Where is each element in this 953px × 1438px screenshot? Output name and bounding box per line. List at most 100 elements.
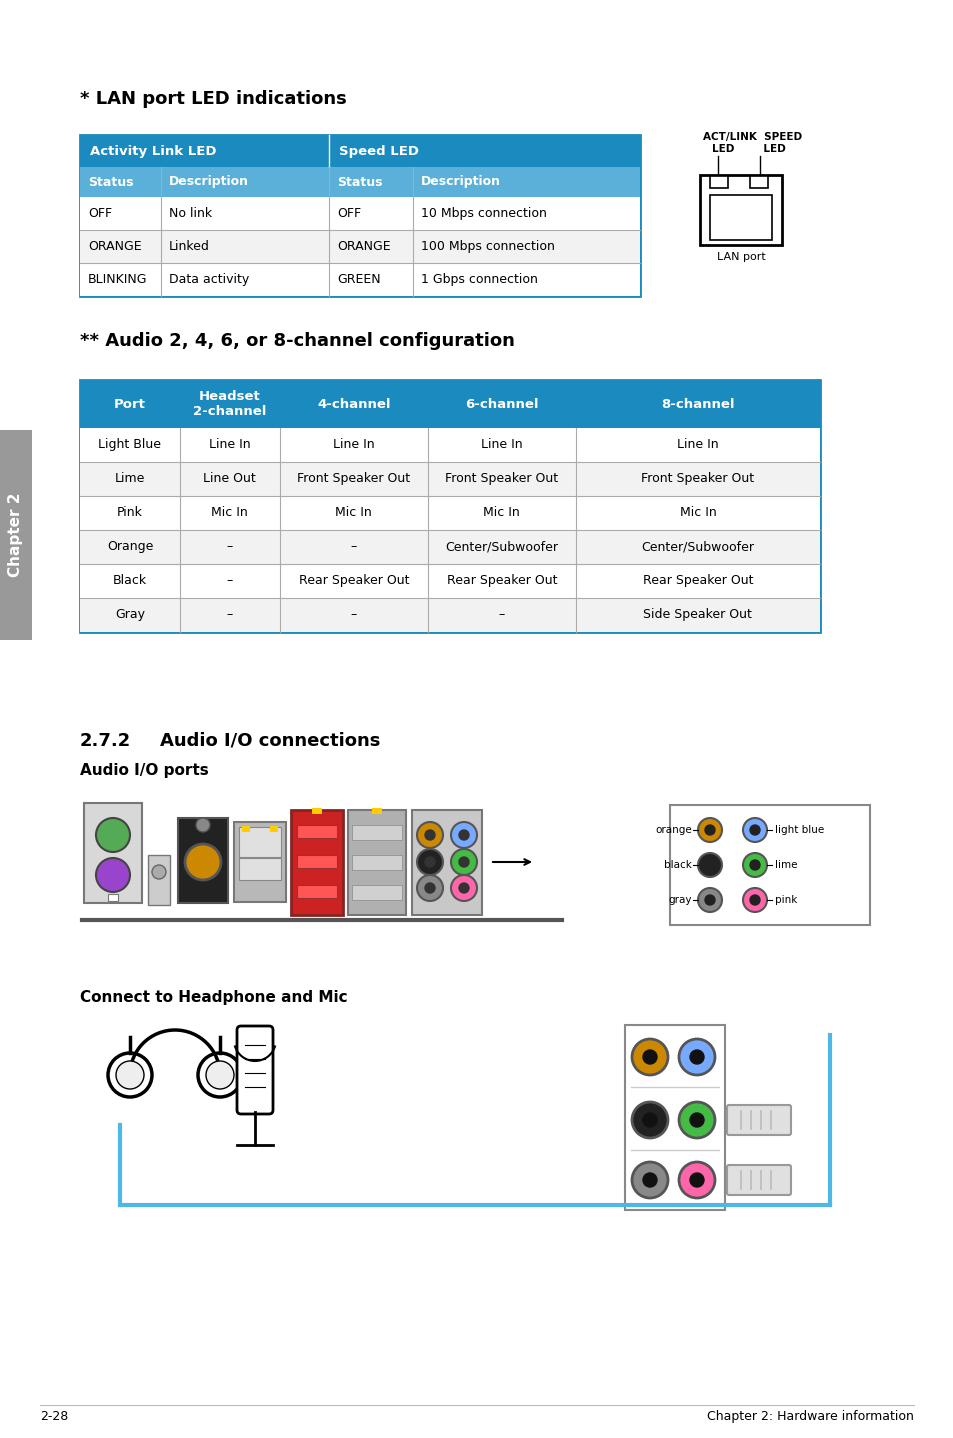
Bar [624,1025,724,1209]
Text: 4-channel: 4-channel [316,397,390,410]
Text: Front Speaker Out: Front Speaker Out [297,473,410,486]
Bar [352,825,401,840]
FancyBboxPatch shape [236,1025,273,1114]
Bar [80,496,820,531]
Circle shape [679,1040,714,1076]
Bar [669,805,869,925]
Text: OFF: OFF [88,207,112,220]
Circle shape [458,883,469,893]
Circle shape [698,818,721,843]
Text: Lime: Lime [114,473,145,486]
Circle shape [631,1162,667,1198]
Text: 10 Mbps connection: 10 Mbps connection [421,207,546,220]
Text: 6-channel: 6-channel [464,397,538,410]
Bar [80,263,639,296]
Text: Headset
2-channel: Headset 2-channel [193,390,266,418]
Circle shape [451,874,476,902]
Text: Rear Speaker Out: Rear Speaker Out [446,575,557,588]
Text: pink: pink [774,894,797,905]
Text: –: – [498,608,504,621]
Text: ACT/LINK  SPEED: ACT/LINK SPEED [702,132,801,142]
Text: 100 Mbps connection: 100 Mbps connection [421,240,555,253]
Circle shape [679,1102,714,1137]
Text: Chapter 2: Chapter 2 [9,493,24,577]
Bar [749,175,767,188]
Text: ORANGE: ORANGE [88,240,141,253]
Circle shape [424,830,435,840]
Text: –: – [351,541,356,554]
Text: Front Speaker Out: Front Speaker Out [445,473,558,486]
Circle shape [458,830,469,840]
Circle shape [116,1061,144,1089]
Text: Light Blue: Light Blue [98,439,161,452]
Circle shape [679,1162,714,1198]
Bar [709,196,771,240]
Circle shape [416,823,442,848]
Text: 8-channel: 8-channel [660,397,734,410]
Bar [80,135,639,296]
Bar [80,197,639,230]
Circle shape [416,848,442,874]
Bar [80,598,820,631]
Bar [372,808,381,814]
Text: orange: orange [655,825,691,835]
Text: –: – [227,575,233,588]
Text: Black: Black [112,575,147,588]
Bar [239,827,281,857]
Text: Speed LED: Speed LED [339,144,418,158]
FancyBboxPatch shape [726,1165,790,1195]
Bar [291,810,343,915]
Text: Description: Description [421,175,500,188]
Text: black: black [663,860,691,870]
Circle shape [451,823,476,848]
Text: Orange: Orange [107,541,153,554]
Circle shape [749,825,760,835]
Circle shape [152,866,166,879]
Text: lime: lime [774,860,797,870]
Circle shape [698,889,721,912]
Text: Connect to Headphone and Mic: Connect to Headphone and Mic [80,989,347,1005]
Text: –: – [351,608,356,621]
Bar [239,858,281,880]
Bar [80,531,820,564]
Circle shape [742,853,766,877]
Text: Mic In: Mic In [335,506,372,519]
Circle shape [631,1102,667,1137]
Text: Mic In: Mic In [679,506,716,519]
Text: LAN port: LAN port [716,252,764,262]
Circle shape [96,818,130,851]
Circle shape [689,1173,703,1186]
Text: Pink: Pink [117,506,143,519]
Circle shape [742,818,766,843]
Bar [84,802,142,903]
Circle shape [642,1050,657,1064]
Bar [709,175,727,188]
Text: –: – [227,541,233,554]
Text: Chapter 2: Hardware information: Chapter 2: Hardware information [706,1411,913,1424]
Text: Status: Status [336,175,382,188]
Text: BLINKING: BLINKING [88,273,148,286]
Text: 1 Gbps connection: 1 Gbps connection [421,273,537,286]
Bar [352,856,401,870]
Text: Data activity: Data activity [169,273,249,286]
Text: Front Speaker Out: Front Speaker Out [640,473,754,486]
Bar [80,462,820,496]
Text: 2.7.2: 2.7.2 [80,732,132,751]
Circle shape [424,857,435,867]
Text: Side Speaker Out: Side Speaker Out [642,608,752,621]
Text: Activity Link LED: Activity Link LED [90,144,216,158]
Bar [178,818,228,903]
Circle shape [416,874,442,902]
Text: gray: gray [668,894,691,905]
Circle shape [749,894,760,905]
Circle shape [689,1113,703,1127]
Circle shape [195,818,210,833]
Text: No link: No link [169,207,213,220]
Circle shape [185,844,221,880]
Text: Linked: Linked [169,240,210,253]
Text: Line In: Line In [677,439,718,452]
Text: OFF: OFF [336,207,361,220]
Circle shape [689,1050,703,1064]
Bar [80,230,639,263]
Text: Port: Port [114,397,146,410]
